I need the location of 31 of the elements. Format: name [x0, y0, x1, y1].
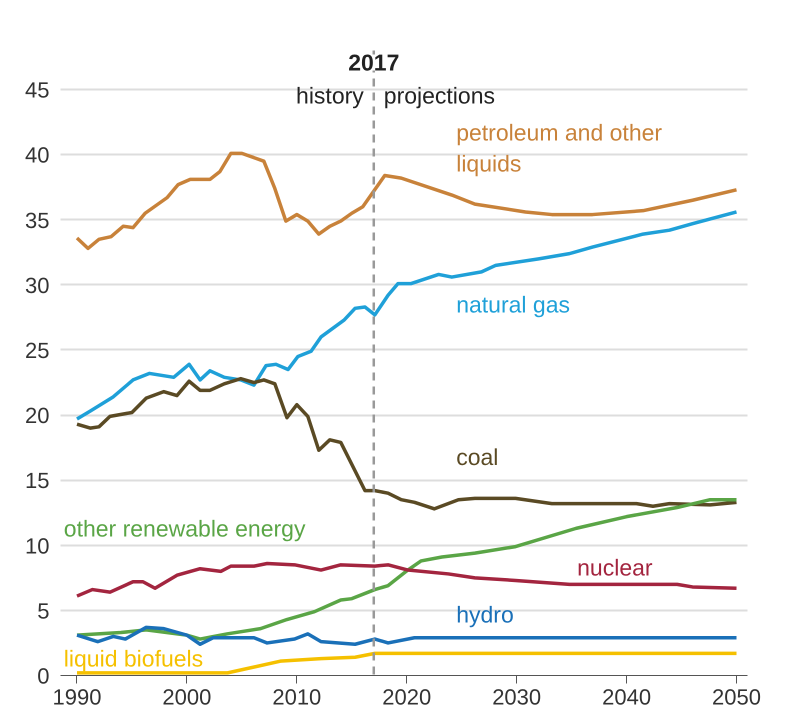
- text: other renewable energy: [64, 515, 306, 542]
- x-tick-label: 2010: [272, 684, 322, 710]
- x-tick-label: 2030: [492, 684, 542, 710]
- series-label: nuclear: [577, 554, 653, 580]
- line-series: [75, 626, 738, 646]
- annotation: history: [296, 82, 364, 108]
- y-tick-label: 0: [37, 664, 50, 688]
- x-tick-label: 2040: [602, 684, 652, 710]
- y-tick-label: 10: [25, 533, 50, 558]
- annotation: projections: [384, 82, 496, 108]
- y-tick-label: 15: [25, 468, 50, 494]
- x-tick-label: 1990: [52, 684, 102, 710]
- series-label: hydro: [456, 601, 514, 628]
- x-tick-label: 2000: [162, 684, 212, 710]
- y-tick-label: 40: [25, 142, 50, 168]
- y-tick-label: 30: [25, 272, 50, 298]
- x-tick-label: 2050: [712, 684, 761, 710]
- series-label: natural gas: [456, 291, 570, 318]
- y-tick-label: 35: [25, 208, 50, 233]
- y-tick-label: 20: [25, 403, 50, 428]
- y-tick-label: 5: [37, 598, 50, 624]
- series-label: petroleum and other liquids: [456, 120, 662, 177]
- y-tick-label: 25: [25, 338, 50, 363]
- series-label: coal: [456, 444, 498, 470]
- line-series: [75, 376, 738, 511]
- line-series: [75, 152, 738, 250]
- line-series: [75, 210, 738, 421]
- ref-line-label: 2017: [348, 50, 400, 76]
- y-tick-label: 45: [25, 78, 50, 103]
- x-tick-label: 2020: [382, 684, 432, 710]
- series-label: liquid biofuels: [64, 646, 204, 672]
